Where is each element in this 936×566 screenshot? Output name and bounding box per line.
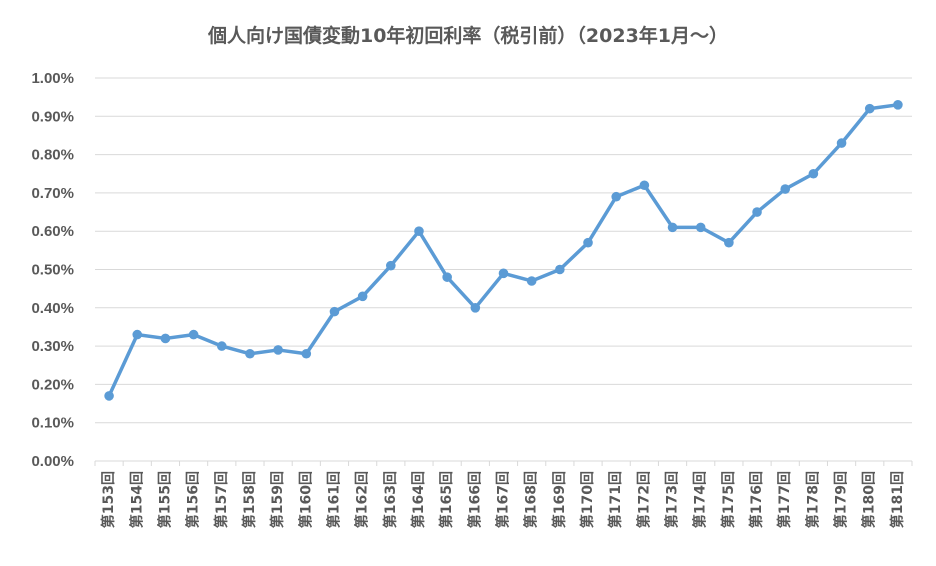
data-point xyxy=(329,306,340,317)
x-tick-label: 第158回 xyxy=(241,471,258,528)
data-point xyxy=(555,264,565,275)
x-tick-label: 第167回 xyxy=(495,471,512,528)
data-point xyxy=(526,276,537,286)
x-tick-label: 第166回 xyxy=(466,471,483,528)
y-tick-label: 0.50% xyxy=(31,262,74,279)
y-tick-label: 0.30% xyxy=(31,338,74,355)
x-tick-label: 第174回 xyxy=(692,471,709,528)
x-tick-label: 第178回 xyxy=(804,471,821,528)
x-tick-label: 第181回 xyxy=(889,471,906,528)
data-point xyxy=(808,168,819,179)
x-tick-label: 第157回 xyxy=(213,471,230,528)
data-point xyxy=(414,226,424,236)
y-axis-ticks: 0.00% 0.10% 0.20% 0.30% 0.40% 0.50% 0.60% 0.70%… xyxy=(31,70,74,470)
x-tick-label: 第175回 xyxy=(720,471,737,528)
x-tick-label: 第159回 xyxy=(269,471,286,528)
x-tick-label: 第155回 xyxy=(156,471,173,528)
x-tick-label: 第161回 xyxy=(325,471,342,528)
x-tick-label: 第173回 xyxy=(664,471,681,528)
data-point xyxy=(273,345,283,355)
y-tick-label: 0.20% xyxy=(31,376,74,393)
data-point xyxy=(386,260,396,271)
y-tick-label: 0.40% xyxy=(31,300,74,317)
y-tick-label: 0.60% xyxy=(31,223,74,240)
series-line xyxy=(107,103,900,398)
data-point xyxy=(752,207,762,217)
y-tick-label: 0.70% xyxy=(31,185,74,202)
y-tick-label: 0.00% xyxy=(31,453,74,470)
data-point xyxy=(132,329,143,340)
data-point xyxy=(583,237,593,248)
x-tick-label: 第169回 xyxy=(551,471,568,528)
data-point xyxy=(724,237,734,248)
data-point xyxy=(442,272,452,282)
x-tick-label: 第168回 xyxy=(523,471,540,528)
data-point xyxy=(498,268,509,279)
data-point xyxy=(104,391,114,401)
data-point xyxy=(470,303,481,313)
data-point xyxy=(667,222,678,233)
x-tick-label: 第153回 xyxy=(100,471,117,528)
x-tick-label: 第171回 xyxy=(607,471,624,528)
chart-title: 個人向け国債変動10年初回利率（税引前）（2023年1月～） xyxy=(207,24,728,47)
data-point xyxy=(893,100,903,110)
x-tick-label: 第162回 xyxy=(354,471,371,528)
x-tick-label: 第160回 xyxy=(297,471,314,528)
x-axis-ticks: 第153回 第154回 第155回 第156回 第157回 第158回 第159回 第160回… xyxy=(94,461,913,528)
x-tick-label: 第170回 xyxy=(579,471,596,528)
x-tick-label: 第163回 xyxy=(382,471,399,528)
data-point xyxy=(780,184,791,194)
x-tick-label: 第156回 xyxy=(185,471,202,528)
data-point xyxy=(611,191,621,202)
y-tick-label: 1.00% xyxy=(31,70,74,87)
y-tick-label: 0.10% xyxy=(31,415,74,432)
x-tick-label: 第180回 xyxy=(861,471,878,528)
x-tick-label: 第154回 xyxy=(128,471,145,528)
x-tick-label: 第172回 xyxy=(635,471,652,528)
x-tick-label: 第164回 xyxy=(410,471,427,528)
x-tick-label: 第177回 xyxy=(776,471,793,528)
data-point xyxy=(695,222,706,233)
data-point xyxy=(357,291,368,302)
x-tick-label: 第165回 xyxy=(438,471,455,528)
x-tick-label: 第179回 xyxy=(833,471,850,528)
data-point xyxy=(836,138,847,148)
x-tick-label: 第176回 xyxy=(748,471,765,528)
series-layer xyxy=(104,100,903,401)
data-point xyxy=(160,333,171,344)
y-tick-label: 0.80% xyxy=(31,147,74,164)
y-tick-label: 0.90% xyxy=(31,108,74,125)
data-point xyxy=(301,348,312,359)
data-point xyxy=(864,103,875,114)
data-point xyxy=(245,348,255,359)
data-point xyxy=(216,341,227,351)
data-point xyxy=(639,180,650,191)
data-point xyxy=(188,329,199,340)
